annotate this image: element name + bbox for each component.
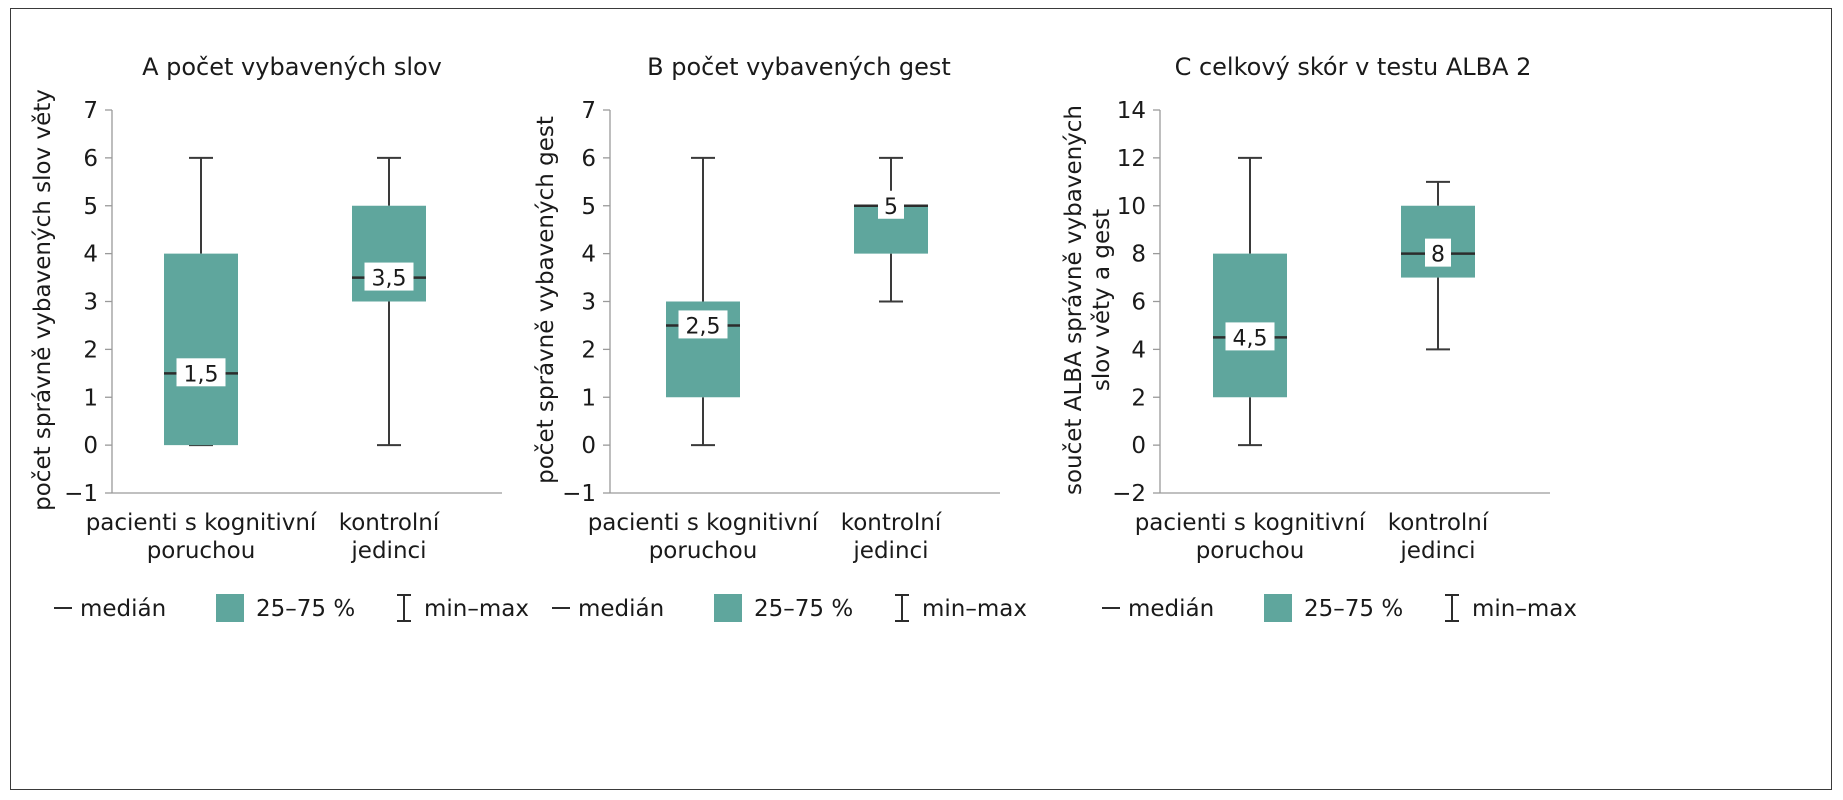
y-tick-label: 14 — [1117, 98, 1146, 124]
chart-title: A počet vybavených slov — [142, 53, 442, 81]
y-tick-label: 0 — [1131, 433, 1146, 459]
y-tick-label: −2 — [1112, 481, 1146, 507]
y-axis-label: počet správně vybavených slov věty — [30, 89, 56, 511]
figure-frame — [10, 8, 1832, 790]
y-axis-label: součet ALBA správně vybavených — [1061, 105, 1087, 495]
legend-range-label: min–max — [424, 596, 529, 622]
x-category-label: jedinci — [350, 538, 426, 564]
y-tick-label: 4 — [581, 242, 596, 268]
y-tick-label: 1 — [581, 385, 596, 411]
median-label: 4,5 — [1233, 326, 1268, 351]
y-tick-label: 6 — [1131, 290, 1146, 316]
y-tick-label: 10 — [1117, 194, 1146, 220]
legend-iqr-swatch — [216, 594, 244, 622]
y-tick-label: 12 — [1117, 146, 1146, 172]
median-label: 5 — [884, 195, 898, 220]
x-category-label: jedinci — [852, 538, 928, 564]
x-category-label: pacienti s kognitivní — [588, 510, 819, 536]
y-tick-label: 7 — [83, 98, 98, 124]
y-tick-label: 5 — [581, 194, 596, 220]
x-category-label: poruchou — [1196, 538, 1305, 564]
median-label-bg — [364, 262, 414, 291]
x-category-label: pacienti s kognitivní — [1135, 510, 1366, 536]
x-category-label: pacienti s kognitivní — [86, 510, 317, 536]
median-label-bg — [678, 310, 728, 339]
y-tick-label: 7 — [581, 98, 596, 124]
legend-iqr-swatch — [1264, 594, 1292, 622]
legend-range-label: min–max — [1472, 596, 1577, 622]
y-tick-label: −1 — [562, 481, 596, 507]
y-tick-label: 4 — [83, 242, 98, 268]
median-label: 8 — [1431, 243, 1445, 268]
y-tick-label: 2 — [1131, 385, 1146, 411]
legend-median-label: medián — [578, 596, 664, 622]
median-label-bg — [176, 358, 226, 387]
legend-iqr-label: 25–75 % — [1304, 596, 1403, 622]
chart-title: C celkový skór v testu ALBA 2 — [1175, 53, 1532, 81]
y-tick-label: 3 — [83, 290, 98, 316]
median-label-bg — [878, 190, 904, 219]
y-tick-label: 2 — [581, 337, 596, 363]
iqr-box — [164, 253, 238, 446]
chart-title: B počet vybavených gest — [647, 53, 951, 81]
y-tick-label: 8 — [1131, 242, 1146, 268]
y-tick-label: 0 — [83, 433, 98, 459]
x-category-label: poruchou — [147, 538, 256, 564]
x-category-label: jedinci — [1399, 538, 1475, 564]
y-tick-label: 4 — [1131, 337, 1146, 363]
y-tick-label: 3 — [581, 290, 596, 316]
x-category-label: kontrolní — [339, 510, 440, 536]
median-label: 2,5 — [686, 314, 721, 339]
legend-median-label: medián — [1128, 596, 1214, 622]
y-tick-label: 1 — [83, 385, 98, 411]
median-label-bg — [1225, 322, 1275, 351]
y-tick-label: 6 — [581, 146, 596, 172]
y-tick-label: 0 — [581, 433, 596, 459]
x-category-label: kontrolní — [1388, 510, 1489, 536]
y-tick-label: 5 — [83, 194, 98, 220]
legend-range-label: min–max — [922, 596, 1027, 622]
y-tick-label: 2 — [83, 337, 98, 363]
y-tick-label: 6 — [83, 146, 98, 172]
x-category-label: kontrolní — [841, 510, 942, 536]
median-label: 3,5 — [372, 267, 407, 292]
median-label: 1,5 — [184, 362, 219, 387]
legend-iqr-label: 25–75 % — [256, 596, 355, 622]
legend-iqr-label: 25–75 % — [754, 596, 853, 622]
x-category-label: poruchou — [649, 538, 758, 564]
y-axis-label: slov věty a gest — [1089, 209, 1115, 391]
y-axis-label: počet správně vybavených gest — [533, 116, 559, 484]
median-label-bg — [1425, 238, 1451, 267]
legend-iqr-swatch — [714, 594, 742, 622]
legend-median-label: medián — [80, 596, 166, 622]
y-tick-label: −1 — [64, 481, 98, 507]
